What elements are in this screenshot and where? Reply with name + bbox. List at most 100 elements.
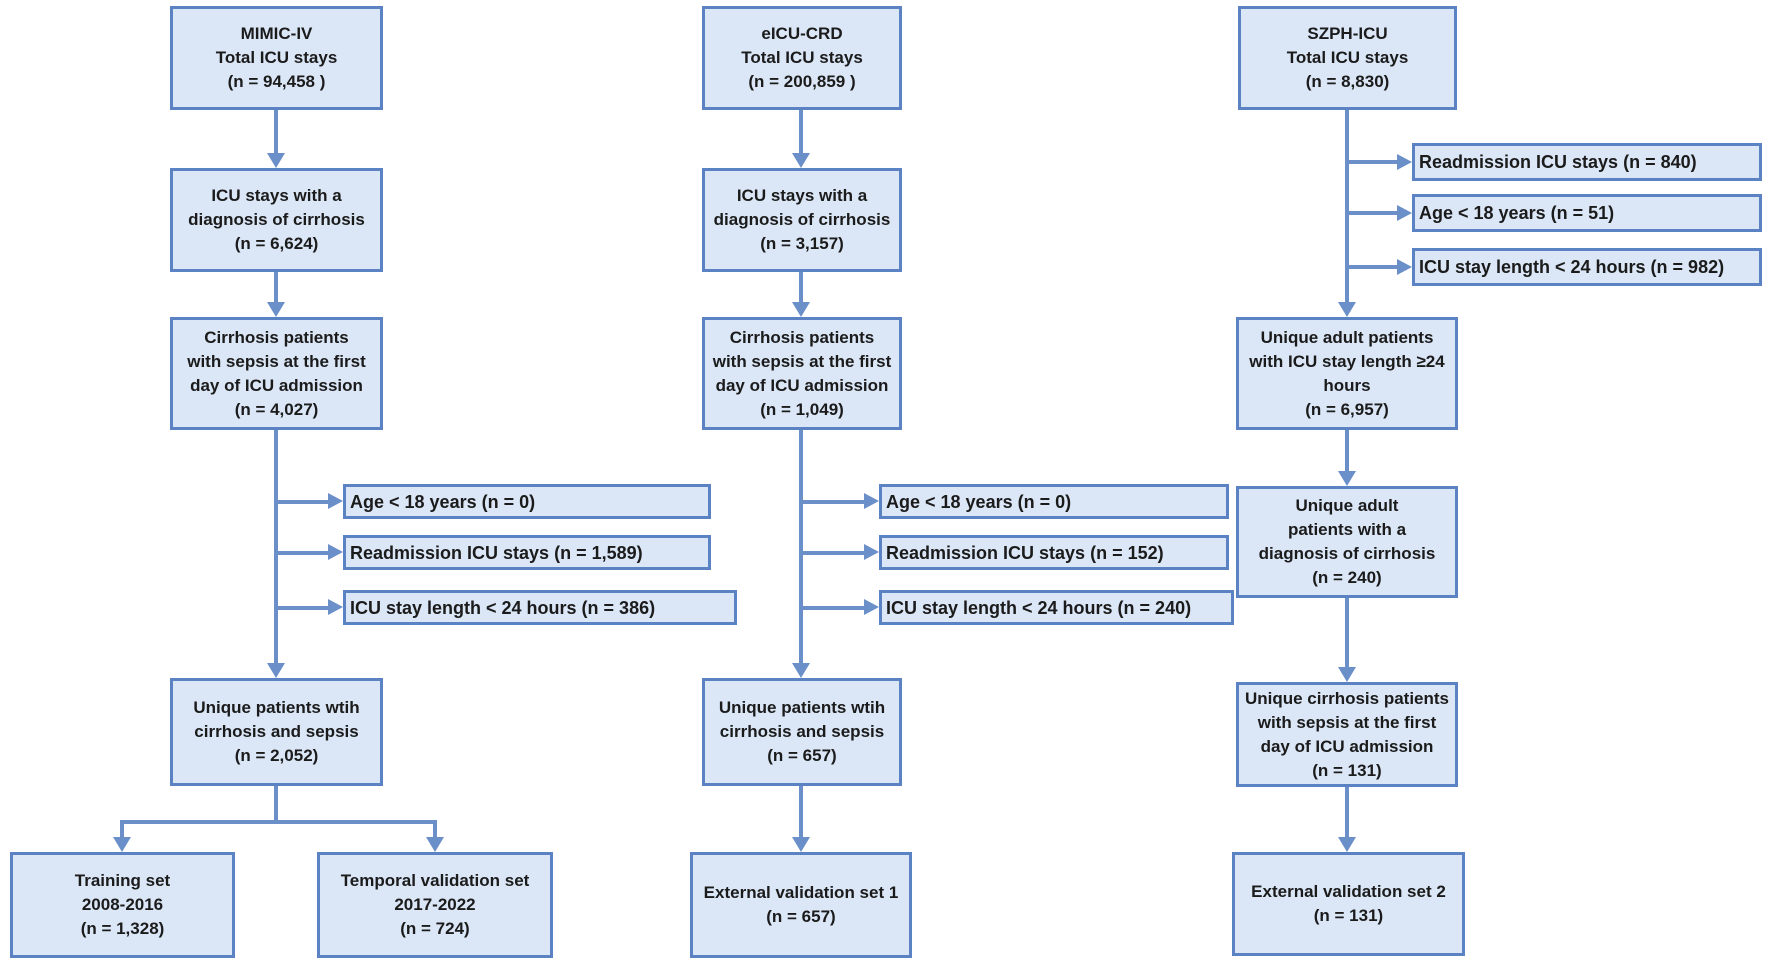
connector-line [1345,430,1349,473]
box-text-line: (n = 3,157) [760,234,844,253]
arrowhead-right [864,544,879,560]
connector-line [799,430,803,665]
mimic-excl-readmission-box: Readmission ICU stays (n = 1,589) [343,535,711,570]
connector-line [799,272,803,304]
box-text-line: (n = 6,624) [234,234,319,253]
arrowhead-right [328,493,343,509]
box-text-line: Age < 18 years (n = 0) [350,491,536,512]
connector-line [799,500,865,504]
external-validation-2-box: External validation set 2 (n = 131) [1232,852,1465,956]
box-text-line: diagnosis of cirrhosis [713,210,891,229]
connector-line [799,786,803,839]
box-text-line: Readmission ICU stays (n = 152) [886,542,1164,563]
connector-line [120,820,124,839]
connector-line [1345,265,1399,269]
eicu-unique-box: Unique patients wtih cirrhosis and sepsi… [702,678,902,786]
box-text-line: Unique patients wtih [718,698,886,717]
box-text-line: Temporal validation set [340,871,530,890]
szph-excl-age-box: Age < 18 years (n = 51) [1412,194,1762,232]
box-text-line: (n = 1,328) [80,919,165,938]
arrowhead-down [792,302,810,317]
box-text-line: eICU-CRD [761,24,843,43]
box-text-line: ICU stay length < 24 hours (n = 386) [350,597,656,618]
arrowhead-down [267,663,285,678]
arrowhead-down [113,837,131,852]
connector-line [1345,787,1349,839]
box-text-line: Cirrhosis patients [204,327,349,347]
box-text-line: Unique cirrhosis patients [1244,688,1450,708]
eicu-sepsis-box: Cirrhosis patients with sepsis at the fi… [702,317,902,430]
box-text-line: cirrhosis and sepsis [194,722,359,741]
box-text-line: with sepsis at the first [1257,712,1437,732]
box-text-line: ICU stay length < 24 hours (n = 240) [886,597,1192,618]
box-text-line: (n = 1,049) [760,399,844,419]
box-text-line: (n = 6,957) [1305,399,1389,419]
connector-line [274,786,278,824]
box-text-line: (n = 200,859 ) [748,72,856,91]
box-text-line: cirrhosis and sepsis [719,722,885,741]
box-text-line: External validation set 2 [1251,882,1446,901]
box-text-line: Training set [74,871,171,890]
box-text-line: 2017-2022 [394,895,476,914]
box-text-line: (n = 131) [1312,760,1382,780]
box-text-line: hours [1323,375,1371,395]
connector-line [799,110,803,155]
box-text-line: Age < 18 years (n = 51) [1419,203,1615,223]
connector-line [1345,110,1349,304]
box-text-line: Total ICU stays [1286,48,1409,67]
szph-total-icu-box: SZPH-ICU Total ICU stays (n = 8,830) [1238,6,1457,110]
szph-sepsis-box: Unique cirrhosis patients with sepsis at… [1236,682,1458,787]
box-text-line: Unique adult patients [1260,327,1434,347]
arrowhead-right [1397,205,1412,221]
arrowhead-down [267,153,285,168]
box-text-line: (n = 724) [400,919,470,938]
arrowhead-down [792,153,810,168]
szph-unique-adult-box: Unique adult patients with ICU stay leng… [1236,317,1458,430]
box-text-line: patients with a [1287,520,1407,539]
arrowhead-right [864,493,879,509]
arrowhead-down [1338,837,1356,852]
box-text-line: SZPH-ICU [1307,24,1388,43]
connector-line [1345,598,1349,669]
mimic-excl-age-box: Age < 18 years (n = 0) [343,484,711,519]
connector-line [274,110,278,155]
arrowhead-down [792,837,810,852]
box-text-line: day of ICU admission [1260,736,1434,756]
box-text-line: with sepsis at the first [712,351,892,371]
box-text-line: day of ICU admission [715,375,889,395]
box-text-line: diagnosis of cirrhosis [1258,544,1436,563]
box-text-line: External validation set 1 [703,883,899,902]
connector-line [120,820,437,824]
arrowhead-down [1338,667,1356,682]
box-text-line: day of ICU admission [190,375,363,395]
eicu-cirrhosis-box: ICU stays with a diagnosis of cirrhosis … [702,168,902,272]
connector-line [274,430,278,665]
box-text-line: ICU stay length < 24 hours (n = 982) [1419,257,1725,277]
box-text-line: ICU stays with a [211,186,342,205]
mimic-unique-box: Unique patients wtih cirrhosis and sepsi… [170,678,383,786]
box-text-line: Unique patients wtih [193,698,360,717]
arrowhead-down [1338,302,1356,317]
box-text-line: (n = 657) [767,746,837,765]
connector-line [274,606,330,610]
box-text-line: Readmission ICU stays (n = 840) [1419,152,1697,172]
connector-line [799,551,865,555]
connector-line [433,820,437,839]
mimic-total-icu-box: MIMIC-IV Total ICU stays (n = 94,458 ) [170,6,383,110]
box-text-line: Cirrhosis patients [729,327,875,347]
arrowhead-down [426,837,444,852]
arrowhead-right [1397,259,1412,275]
box-text-line: (n = 2,052) [234,746,319,765]
mimic-excl-los-box: ICU stay length < 24 hours (n = 386) [343,590,737,625]
connector-line [1345,211,1399,215]
arrowhead-right [1397,154,1412,170]
eicu-excl-los-box: ICU stay length < 24 hours (n = 240) [879,590,1234,625]
box-text-line: Readmission ICU stays (n = 1,589) [350,542,643,563]
box-text-line: (n = 8,830) [1305,72,1390,91]
connector-line [274,272,278,304]
eicu-total-icu-box: eICU-CRD Total ICU stays (n = 200,859 ) [702,6,902,110]
box-text-line: 2008-2016 [81,895,164,914]
box-text-line: (n = 94,458 ) [227,72,326,91]
mimic-sepsis-box: Cirrhosis patients with sepsis at the fi… [170,317,383,430]
